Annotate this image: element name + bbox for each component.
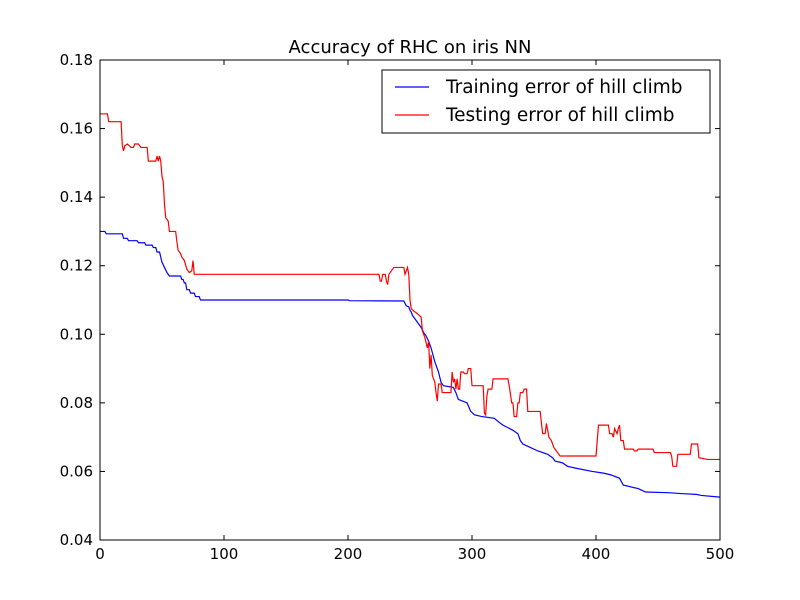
y-tick-label: 0.12 bbox=[60, 257, 93, 275]
x-tick-label: 400 bbox=[582, 545, 611, 563]
x-tick-label: 300 bbox=[458, 545, 487, 563]
y-tick-label: 0.14 bbox=[60, 188, 93, 206]
legend-label: Training error of hill climb bbox=[445, 77, 683, 98]
series-line-testing bbox=[100, 113, 720, 467]
y-tick-label: 0.08 bbox=[60, 394, 93, 412]
y-tick-label: 0.16 bbox=[60, 120, 93, 138]
y-tick-label: 0.04 bbox=[60, 531, 93, 549]
y-tick-label: 0.10 bbox=[60, 325, 93, 343]
axes: 0 100 200 300 400 500 0.04 0.06 0.08 0.10 0.12 0.14… bbox=[60, 51, 735, 563]
legend: Training error of hill climb Testing erro… bbox=[381, 69, 711, 134]
plot-frame bbox=[99, 59, 721, 541]
x-tick-label: 500 bbox=[706, 545, 735, 563]
plot-area bbox=[100, 113, 720, 498]
legend-box bbox=[381, 69, 711, 134]
x-tick-label: 0 bbox=[95, 545, 105, 563]
chart-title: Accuracy of RHC on iris NN bbox=[289, 37, 532, 58]
series-line-training bbox=[100, 230, 720, 498]
x-tick-label: 100 bbox=[210, 545, 239, 563]
x-tick-label: 200 bbox=[334, 545, 363, 563]
y-tick-label: 0.18 bbox=[60, 51, 93, 69]
legend-label: Testing error of hill climb bbox=[445, 105, 675, 126]
y-tick-label: 0.06 bbox=[60, 462, 93, 480]
